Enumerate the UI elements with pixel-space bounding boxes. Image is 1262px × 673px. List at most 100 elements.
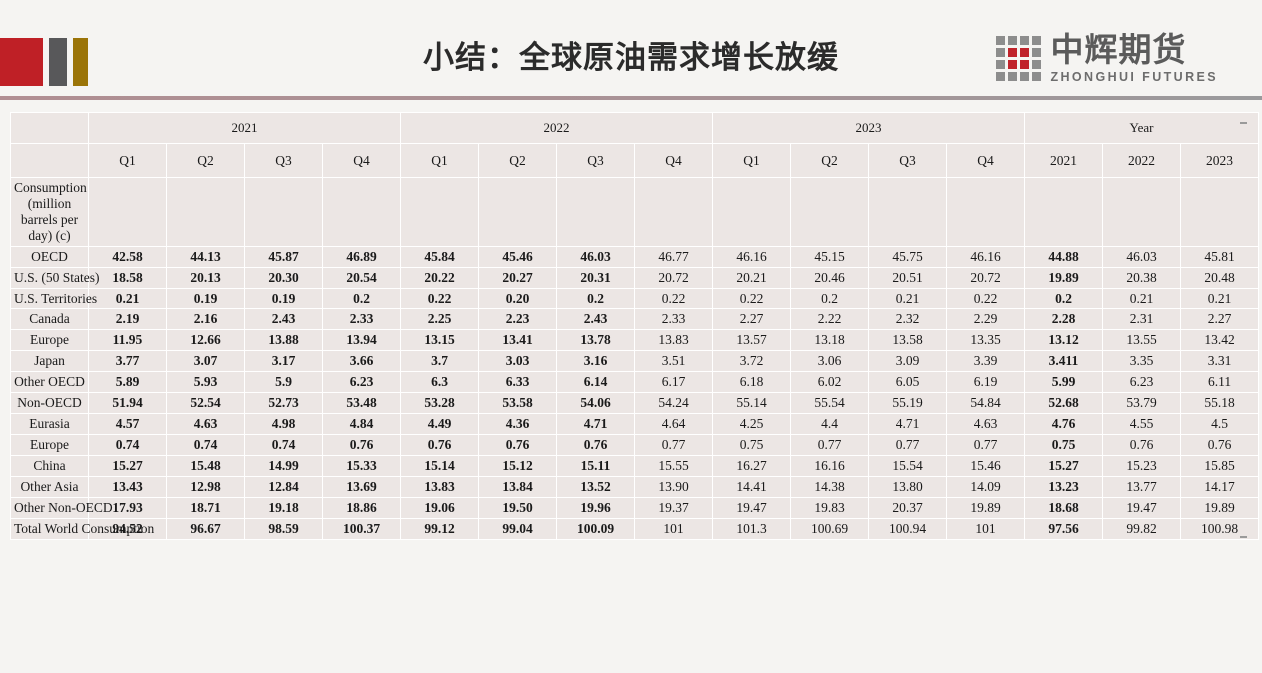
selection-handle-bottom[interactable]: [1240, 535, 1247, 538]
table-cell: 12.84: [245, 476, 322, 497]
logo-name-cn: 中辉期货: [1050, 30, 1187, 69]
table-cell: 96.67: [167, 518, 244, 539]
table-cell: 54.24: [635, 393, 712, 414]
table-corner-cell: [11, 144, 88, 177]
decorative-color-blocks: [0, 38, 88, 86]
table-cell: 0.2: [1025, 288, 1102, 309]
table-cell: 6.14: [557, 372, 634, 393]
empty-cell: [557, 178, 634, 246]
table-cell: 0.76: [401, 434, 478, 455]
table-cell: 55.18: [1181, 393, 1259, 414]
table-cell: 0.21: [1181, 288, 1259, 309]
table-cell: 52.54: [167, 393, 244, 414]
table-cell: 15.46: [947, 455, 1024, 476]
empty-cell: [635, 178, 712, 246]
table-cell: 13.52: [557, 476, 634, 497]
column-header-10: Q2: [791, 144, 868, 177]
table-cell: 0.2: [557, 288, 634, 309]
table-cell: 0.20: [479, 288, 556, 309]
selection-handle-top[interactable]: [1240, 122, 1247, 124]
table-cell: 15.11: [557, 455, 634, 476]
table-cell: 0.74: [167, 434, 244, 455]
section-label: Consumption (million barrels per day) (c…: [11, 178, 88, 246]
table-cell: 2.43: [557, 309, 634, 330]
table-cell: 0.21: [89, 288, 166, 309]
empty-cell: [791, 178, 868, 246]
table-cell: 19.37: [635, 497, 712, 518]
table-cell: 3.66: [323, 351, 400, 372]
group-header-2022: 2022: [401, 113, 712, 143]
table-cell: 101: [635, 518, 712, 539]
table-cell: 12.66: [167, 330, 244, 351]
table-cell: 20.22: [401, 267, 478, 288]
table-cell: 0.75: [1025, 434, 1102, 455]
column-header-2: Q2: [167, 144, 244, 177]
table-cell: 13.57: [713, 330, 790, 351]
table-cell: 3.16: [557, 351, 634, 372]
table-cell: 3.31: [1181, 351, 1259, 372]
table-corner-cell: [11, 113, 88, 143]
table-cell: 0.76: [1103, 434, 1180, 455]
table-cell: 20.30: [245, 267, 322, 288]
table-group-header-row: 2021 2022 2023 Year: [11, 113, 1259, 143]
deco-block-gray: [49, 38, 67, 86]
table-cell: 0.21: [1103, 288, 1180, 309]
table-cell: 16.16: [791, 455, 868, 476]
table-cell: 101: [947, 518, 1024, 539]
table-row: Other Non-OECD 17.93 18.71 19.18 18.86 19.06 1…: [11, 497, 1259, 518]
table-cell: 99.12: [401, 518, 478, 539]
deco-block-red: [0, 38, 43, 86]
table-cell: 0.76: [479, 434, 556, 455]
table-cell: 53.28: [401, 393, 478, 414]
table-head: 2021 2022 2023 Year Q1 Q2 Q3 Q4 Q1 Q2 Q3 Q4 Q1 Q2 Q3 Q…: [11, 113, 1259, 177]
table-cell: 19.18: [245, 497, 322, 518]
table-cell: 0.21: [869, 288, 946, 309]
logo-grid-icon: [996, 35, 1042, 81]
table-cell: 3.411: [1025, 351, 1102, 372]
table-row: Europe 11.95 12.66 13.88 13.94 13.15 13.41 13.7…: [11, 330, 1259, 351]
table-cell: 20.31: [557, 267, 634, 288]
table-cell: 6.18: [713, 372, 790, 393]
table-cell: 16.27: [713, 455, 790, 476]
table-cell: 13.84: [479, 476, 556, 497]
table-cell: 13.77: [1103, 476, 1180, 497]
table-cell: 0.77: [635, 434, 712, 455]
table-cell: 2.31: [1103, 309, 1180, 330]
table-cell: 46.89: [323, 246, 400, 267]
table-cell: 3.39: [947, 351, 1024, 372]
table-cell: 15.27: [89, 455, 166, 476]
table-cell: 5.99: [1025, 372, 1102, 393]
table-cell: 101.3: [713, 518, 790, 539]
slide-header: 小结：全球原油需求增长放缓 中辉期货 ZHONGHUI FUTURES: [0, 0, 1262, 100]
table-cell: 14.99: [245, 455, 322, 476]
table-section-row: Consumption (million barrels per day) (c…: [11, 178, 1259, 246]
table-row: Europe 0.74 0.74 0.74 0.76 0.76 0.76 0.76 0.77 0.…: [11, 434, 1259, 455]
table-cell: 2.33: [635, 309, 712, 330]
table-cell: 0.76: [1181, 434, 1259, 455]
table-cell: 2.23: [479, 309, 556, 330]
table-cell: 18.86: [323, 497, 400, 518]
table-cell: 13.69: [323, 476, 400, 497]
table-cell: 5.89: [89, 372, 166, 393]
group-header-2023: 2023: [713, 113, 1024, 143]
table-cell: 3.77: [89, 351, 166, 372]
table-cell: 20.21: [713, 267, 790, 288]
table-cell: 15.85: [1181, 455, 1259, 476]
table-cell: 45.15: [791, 246, 868, 267]
row-label: OECD: [11, 246, 88, 267]
table-cell: 6.02: [791, 372, 868, 393]
consumption-table: 2021 2022 2023 Year Q1 Q2 Q3 Q4 Q1 Q2 Q3 Q4 Q1 Q2 Q3 Q…: [10, 112, 1260, 540]
table-cell: 46.77: [635, 246, 712, 267]
row-label: Non-OECD: [11, 393, 88, 414]
table-cell: 4.71: [557, 414, 634, 434]
table-row: Total World Consumption 94.52 96.67 98.59 10…: [11, 518, 1259, 539]
empty-cell: [167, 178, 244, 246]
column-header-6: Q2: [479, 144, 556, 177]
row-label: Total World Consumption: [11, 518, 154, 539]
table-cell: 0.2: [323, 288, 400, 309]
table-cell: 55.54: [791, 393, 868, 414]
table-cell: 6.11: [1181, 372, 1259, 393]
table-cell: 46.16: [947, 246, 1024, 267]
company-logo: 中辉期货 ZHONGHUI FUTURES: [996, 33, 1218, 84]
table-cell: 19.50: [479, 497, 556, 518]
